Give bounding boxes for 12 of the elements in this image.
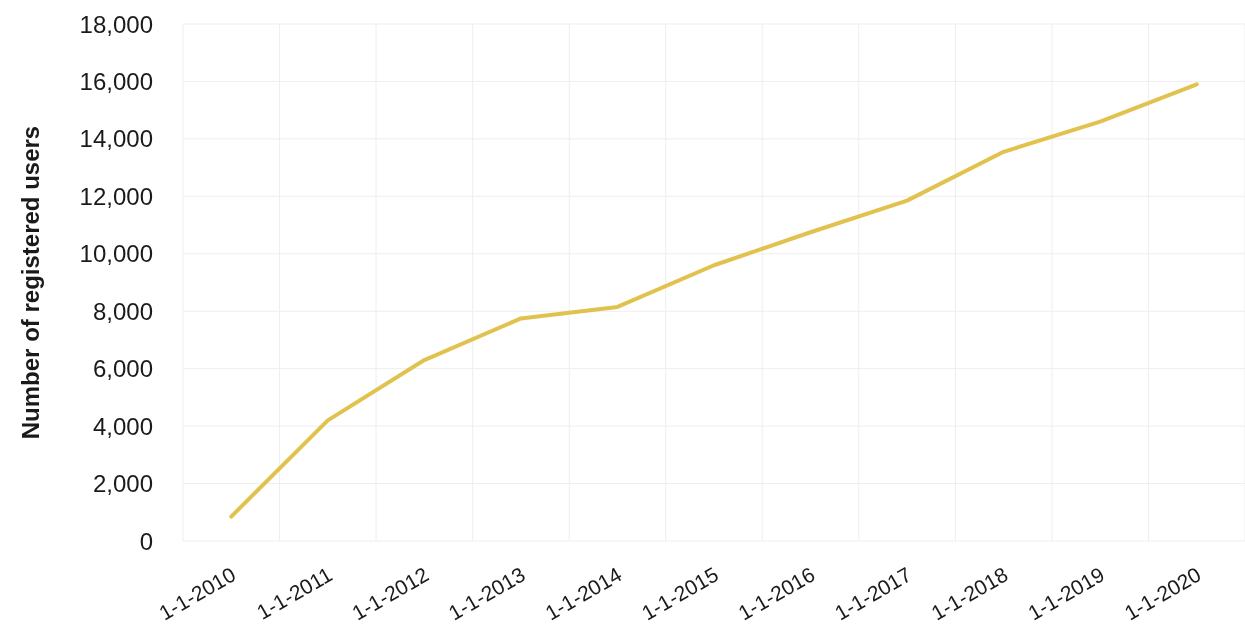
y-tick-label: 18,000 — [79, 10, 153, 38]
y-tick-label: 10,000 — [79, 240, 153, 268]
y-tick-label: 2,000 — [92, 470, 153, 498]
y-tick-label: 4,000 — [92, 412, 153, 440]
y-tick-label: 16,000 — [79, 67, 153, 95]
y-axis-title: Number of registered users — [16, 125, 44, 440]
line-series — [229, 82, 1199, 519]
y-tick-label: 0 — [139, 527, 153, 555]
y-tick-label: 14,000 — [79, 125, 153, 153]
y-tick-label: 12,000 — [79, 182, 153, 210]
y-tick-label: 8,000 — [92, 297, 153, 325]
y-tick-label: 6,000 — [92, 355, 153, 383]
